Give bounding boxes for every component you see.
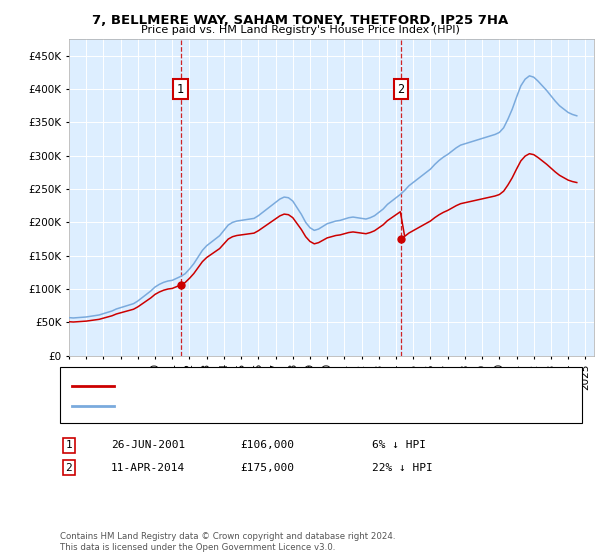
Text: Price paid vs. HM Land Registry's House Price Index (HPI): Price paid vs. HM Land Registry's House … (140, 25, 460, 35)
Text: £106,000: £106,000 (240, 440, 294, 450)
Text: 7, BELLMERE WAY, SAHAM TONEY, THETFORD, IP25 7HA: 7, BELLMERE WAY, SAHAM TONEY, THETFORD, … (92, 14, 508, 27)
Text: 22% ↓ HPI: 22% ↓ HPI (372, 463, 433, 473)
Text: 11-APR-2014: 11-APR-2014 (111, 463, 185, 473)
Text: £175,000: £175,000 (240, 463, 294, 473)
Text: 7, BELLMERE WAY, SAHAM TONEY, THETFORD, IP25 7HA (detached house): 7, BELLMERE WAY, SAHAM TONEY, THETFORD, … (120, 381, 507, 391)
Text: 6% ↓ HPI: 6% ↓ HPI (372, 440, 426, 450)
Text: HPI: Average price, detached house, Breckland: HPI: Average price, detached house, Brec… (120, 401, 365, 411)
Text: 26-JUN-2001: 26-JUN-2001 (111, 440, 185, 450)
Text: Contains HM Land Registry data © Crown copyright and database right 2024.
This d: Contains HM Land Registry data © Crown c… (60, 532, 395, 552)
Text: 2: 2 (397, 83, 404, 96)
Text: 1: 1 (177, 83, 184, 96)
Text: 1: 1 (65, 440, 73, 450)
Text: 2: 2 (65, 463, 73, 473)
